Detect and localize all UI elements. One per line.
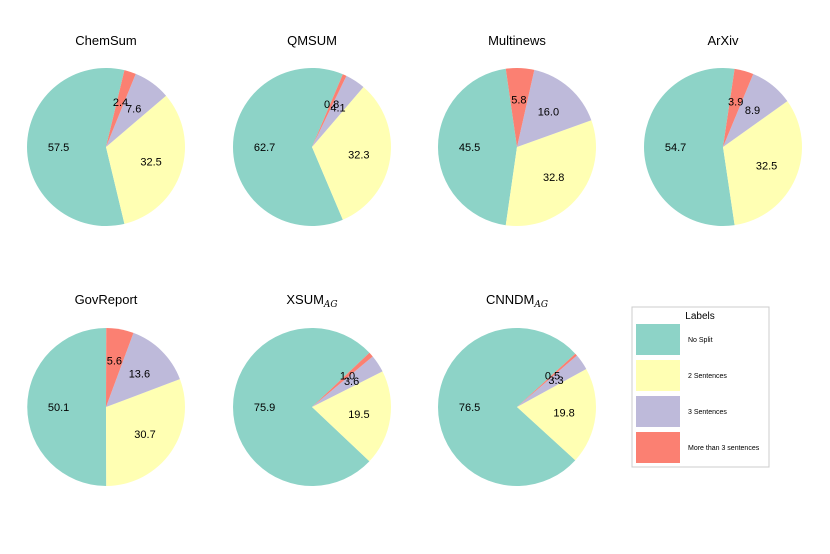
slice-value-label: 16.0 — [538, 107, 559, 119]
legend-swatch — [636, 324, 680, 355]
pie-0: ChemSum 57.5 32.5 7.62.4 — [27, 33, 186, 226]
pie-slice — [437, 327, 576, 487]
pie-slice — [232, 68, 343, 227]
legend-swatch — [636, 396, 680, 427]
slice-value-label: 3.3 — [548, 375, 563, 387]
pie-title-subscript: AG — [323, 300, 338, 310]
slice-value-label: 13.6 — [129, 368, 150, 380]
pie-slice — [312, 356, 383, 407]
pie-1: QMSUM 62.7 32.3 4.10.8 — [232, 33, 391, 227]
slice-value-label: 4.1 — [330, 102, 345, 114]
pie-title: GovReport — [75, 292, 138, 307]
legend-entry-label: 2 Sentences — [688, 373, 727, 380]
pie-title-text: Multinews — [488, 33, 546, 48]
slice-value-label: 2.4 — [113, 97, 128, 109]
pie-title-text: GovReport — [75, 292, 138, 307]
pie-slice — [517, 353, 577, 407]
slice-value-label: 7.6 — [126, 104, 141, 116]
pie-title-text: QMSUM — [287, 33, 337, 48]
pie-title: ArXiv — [707, 33, 739, 48]
pie-slice — [312, 87, 391, 220]
legend-entry-label: More than 3 sentences — [688, 445, 760, 452]
pie-slice — [723, 74, 788, 147]
slice-value-label: 45.5 — [459, 142, 480, 154]
pie-slice — [723, 101, 803, 226]
pie-grid: ChemSum 57.5 32.5 7.62.4 QMSUM 62.7 32.3 4.10.8… — [27, 33, 803, 487]
pie-slice — [312, 371, 391, 462]
pie-title-text: ArXiv — [707, 33, 739, 48]
slice-value-label: 0.8 — [324, 99, 339, 111]
slice-value-label: 62.7 — [254, 142, 275, 154]
legend: Labels No Split 2 Sentences 3 Sentences Mor… — [631, 306, 770, 468]
slice-value-label: 32.3 — [348, 149, 369, 161]
pie-slice — [643, 68, 735, 227]
pie-slice — [233, 328, 370, 486]
slice-value-label: 32.8 — [543, 172, 564, 184]
pie-slice — [106, 70, 136, 147]
legend-items: No Split 2 Sentences 3 Sentences More than … — [636, 324, 760, 463]
pie-title: CNNDMAG — [486, 292, 548, 310]
slice-value-label: 3.9 — [728, 96, 743, 108]
slice-value-label: 5.6 — [107, 355, 122, 367]
legend-swatch — [636, 360, 680, 391]
pie-slice — [106, 328, 134, 407]
pie-5: XSUMAG 75.9 19.5 3.61.0 — [233, 292, 391, 486]
pie-title: QMSUM — [287, 33, 337, 48]
pie-slice — [106, 332, 180, 407]
slice-value-label: 50.1 — [48, 402, 69, 414]
pie-6: CNNDMAG 76.5 19.8 3.30.5 — [437, 292, 596, 487]
legend-swatch — [636, 432, 680, 463]
slice-value-label: 5.8 — [511, 95, 526, 107]
pie-slice — [505, 67, 535, 147]
slice-value-label: 32.5 — [756, 161, 777, 173]
slice-value-label: 30.7 — [134, 429, 155, 441]
pie-slice — [312, 352, 373, 407]
legend-entry-label: 3 Sentences — [688, 409, 727, 416]
slice-value-label: 19.5 — [348, 409, 369, 421]
slice-value-label: 54.7 — [665, 142, 686, 154]
pie-title-text: CNNDM — [486, 292, 534, 307]
pie-slice — [27, 328, 107, 486]
pie-slice — [106, 95, 186, 224]
pie-2: Multinews 45.5 32.8 16.0 5.8 — [437, 33, 597, 227]
pie-title-text: XSUM — [286, 292, 324, 307]
pie-4: GovReport 50.1 30.7 13.6 5.6 — [27, 292, 185, 486]
slice-value-label: 3.6 — [344, 376, 359, 388]
slice-value-label: 57.5 — [48, 142, 69, 154]
pie-slice — [517, 368, 596, 461]
slice-value-label: 19.8 — [553, 408, 574, 420]
slice-value-label: 0.5 — [545, 371, 560, 383]
pie-title: ChemSum — [75, 33, 136, 48]
pie-slice — [517, 355, 587, 407]
slice-value-label: 32.5 — [140, 157, 161, 169]
pie-title: XSUMAG — [286, 292, 337, 310]
pie-slice — [106, 73, 167, 147]
pie-title-subscript: AG — [533, 300, 548, 310]
pie-slice — [312, 75, 364, 147]
legend-entry-label: No Split — [688, 337, 713, 344]
slice-value-label: 76.5 — [459, 402, 480, 414]
pie-slice — [437, 68, 517, 226]
pie-slice — [106, 379, 185, 486]
pie-slice — [312, 74, 347, 147]
pie-slice — [27, 68, 125, 226]
pie-3: ArXiv 54.7 32.5 8.93.9 — [643, 33, 803, 227]
pie-slice — [505, 120, 597, 227]
pie-title-text: ChemSum — [75, 33, 136, 48]
pie-slice — [517, 69, 592, 147]
slice-value-label: 1.0 — [340, 371, 355, 383]
pie-slice — [723, 68, 754, 147]
slice-value-label: 8.9 — [745, 105, 760, 117]
pie-title: Multinews — [488, 33, 546, 48]
legend-title: Labels — [685, 311, 714, 322]
slice-value-label: 75.9 — [254, 402, 275, 414]
